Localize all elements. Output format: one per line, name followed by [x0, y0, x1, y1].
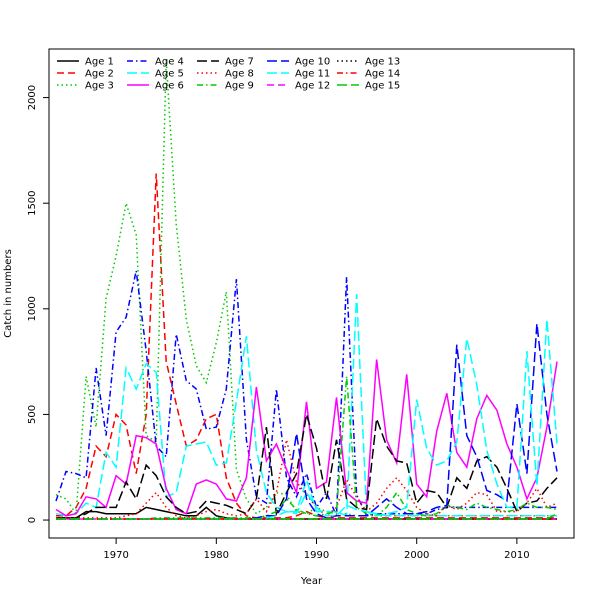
series-line-age-1: [56, 506, 557, 520]
x-axis: 1970 1980 1990 2000 2010: [103, 538, 530, 561]
x-tick-label: 1970: [103, 550, 128, 561]
plot-frame: [48, 48, 575, 539]
y-axis-title: Catch in numbers: [3, 249, 14, 338]
series-layer: [55, 59, 558, 520]
y-tick-label: 2000: [27, 85, 38, 110]
series-line-age-2: [56, 173, 557, 519]
legend-label-age-14: Age 14: [365, 69, 400, 80]
y-tick-label: 1000: [27, 296, 38, 321]
y-tick-label: 0: [27, 517, 38, 523]
series-line-age-7: [56, 414, 558, 519]
legend-label-age-9: Age 9: [225, 81, 254, 92]
series-line-age-3: [55, 59, 557, 517]
x-tick-label: 2010: [504, 550, 529, 561]
x-tick-label: 1980: [204, 550, 229, 561]
legend-label-age-13: Age 13: [365, 57, 400, 68]
series-line-age-10: [56, 323, 558, 520]
legend-label-age-7: Age 7: [225, 57, 254, 68]
y-axis: 0 500 1000 1500 2000: [27, 85, 49, 523]
legend-label-age-4: Age 4: [155, 57, 184, 68]
legend-label-age-10: Age 10: [295, 57, 330, 68]
legend-label-age-8: Age 8: [225, 69, 254, 80]
y-tick-label: 500: [27, 405, 38, 424]
x-axis-title: Year: [300, 576, 323, 587]
series-line-age-11: [56, 319, 558, 520]
legend-label-age-11: Age 11: [295, 69, 330, 80]
y-tick-label: 1500: [27, 190, 38, 215]
x-tick-label: 1990: [304, 550, 329, 561]
x-tick-label: 2000: [404, 550, 429, 561]
series-line-age-4: [55, 270, 557, 517]
legend-label-age-1: Age 1: [85, 57, 114, 68]
legend-label-age-2: Age 2: [85, 69, 114, 80]
legend-label-age-15: Age 15: [365, 81, 400, 92]
legend-label-age-5: Age 5: [155, 69, 184, 80]
legend-label-age-6: Age 6: [155, 81, 184, 92]
legend-label-age-3: Age 3: [85, 81, 114, 92]
legend-label-age-12: Age 12: [295, 81, 330, 92]
series-line-age-6: [55, 359, 558, 517]
series-line-age-5: [55, 293, 557, 517]
